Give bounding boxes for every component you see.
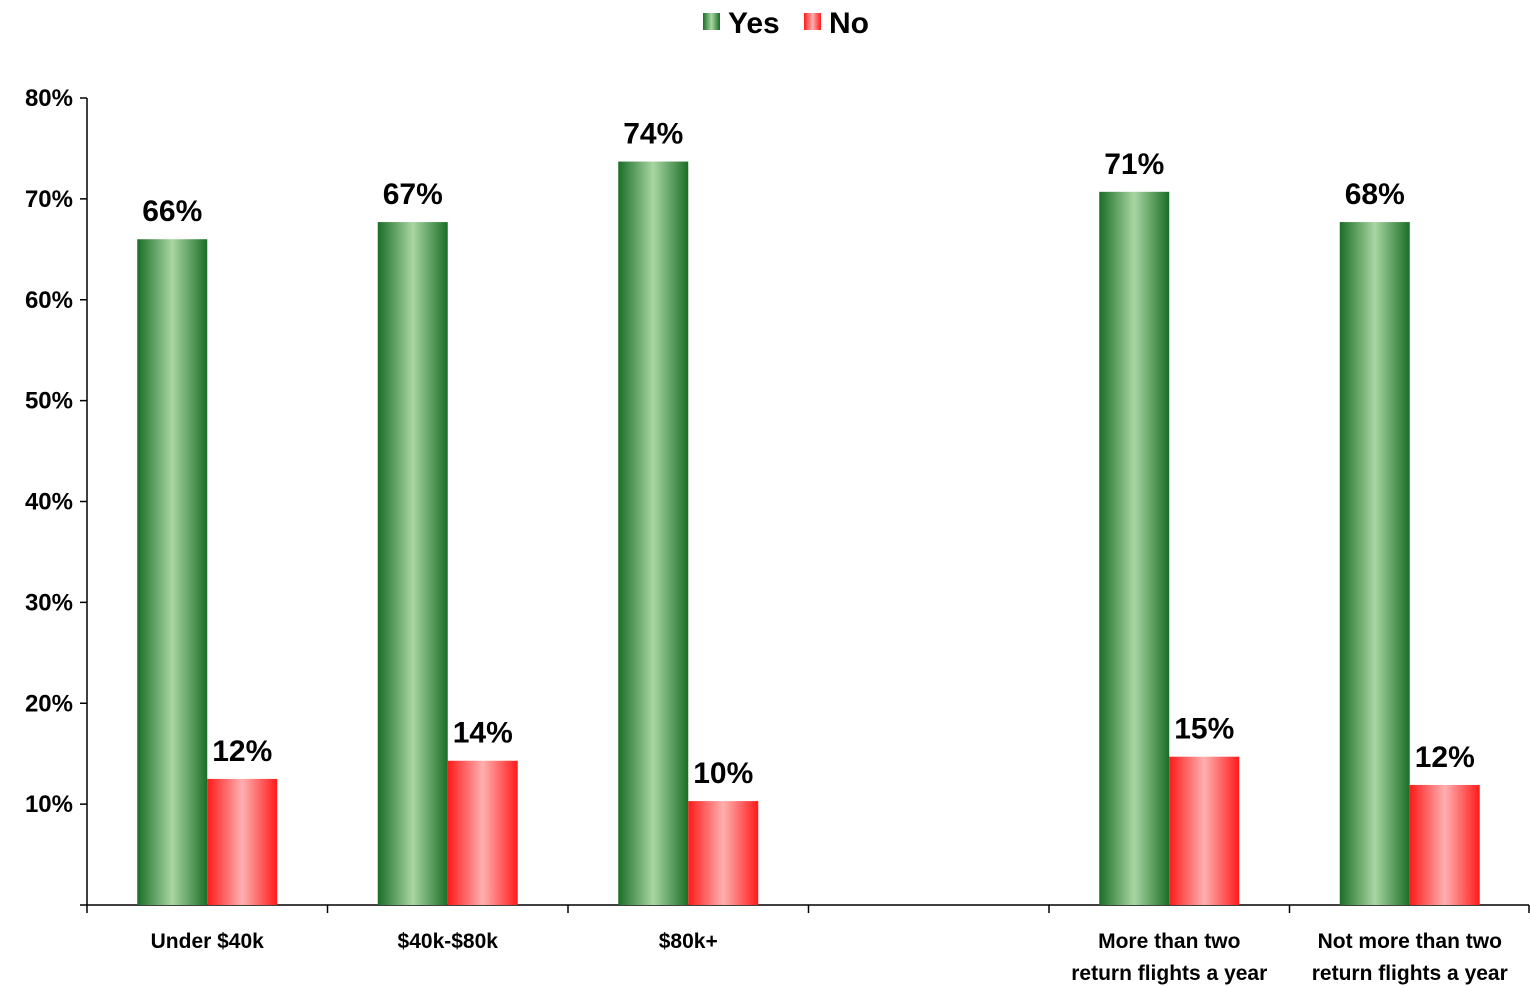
- bar-no: [207, 778, 278, 905]
- bar-no: [1409, 784, 1480, 905]
- bars: [137, 161, 1480, 906]
- data-labels: 66% 67% 74% 71% 68% 12% 14% 10% 15% 12%: [142, 118, 1475, 791]
- bar-yes: [1099, 191, 1170, 906]
- y-tick-label: 60%: [25, 287, 73, 314]
- bar-no: [688, 801, 759, 905]
- x-category-label: $80k+: [659, 930, 718, 953]
- y-tick-label: 10%: [25, 791, 73, 818]
- y-tick-label: 50%: [25, 388, 73, 415]
- bar-yes: [137, 239, 208, 906]
- y-tick-label: 30%: [25, 589, 73, 616]
- legend: Yes No: [703, 7, 869, 40]
- x-category-label: return flights a year: [1312, 962, 1508, 985]
- x-axis: Under $40k $40k-$80k $80k+ More than two ret…: [86, 904, 1530, 985]
- legend-label-no: No: [829, 7, 869, 40]
- data-label: 12%: [1415, 741, 1475, 774]
- data-label: 14%: [453, 717, 513, 750]
- data-label: 66%: [142, 195, 202, 228]
- data-label: 71%: [1104, 148, 1164, 181]
- bar-yes: [1339, 222, 1410, 906]
- y-axis: 10% 20% 30% 40% 50% 60% 70% 80%: [25, 85, 88, 906]
- data-label: 10%: [693, 757, 753, 790]
- x-category-label: return flights a year: [1071, 962, 1267, 985]
- data-label: 67%: [383, 178, 443, 211]
- bar-no: [1169, 756, 1240, 905]
- bar-yes: [377, 222, 448, 906]
- x-category-label: Under $40k: [151, 930, 265, 953]
- y-tick-label: 40%: [25, 489, 73, 516]
- x-category-label: Not more than two: [1318, 930, 1502, 953]
- bar-yes: [618, 161, 689, 905]
- y-tick-label: 80%: [25, 85, 73, 112]
- data-label: 15%: [1174, 713, 1234, 746]
- legend-swatch-no: [804, 13, 821, 30]
- legend-swatch-yes: [703, 13, 720, 30]
- legend-label-yes: Yes: [728, 7, 780, 40]
- y-tick-label: 20%: [25, 690, 73, 717]
- x-category-label: More than two: [1098, 930, 1240, 953]
- bar-no: [447, 760, 518, 905]
- data-label: 68%: [1345, 178, 1405, 211]
- data-label: 74%: [623, 118, 683, 151]
- data-label: 12%: [212, 735, 272, 768]
- x-category-label: $40k-$80k: [398, 930, 499, 953]
- y-tick-label: 70%: [25, 186, 73, 213]
